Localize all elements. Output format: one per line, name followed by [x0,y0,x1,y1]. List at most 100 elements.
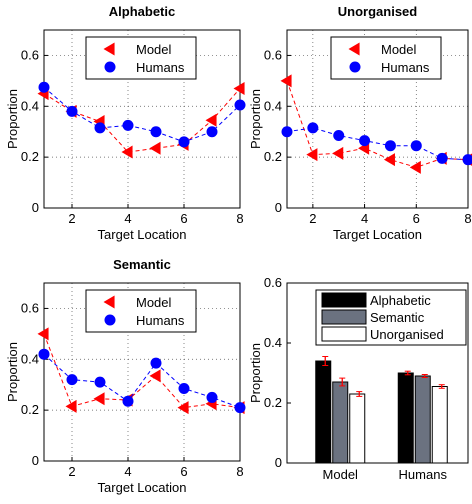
data-point [178,383,190,395]
legend-label: Humans [136,60,185,75]
data-point [462,154,472,166]
y-tick-label: 0 [32,453,39,468]
data-point [332,146,344,160]
data-point [150,126,162,138]
y-axis-label: Proportion [5,342,20,402]
x-axis-label: Target Location [333,227,422,242]
y-tick-label: 0.6 [21,300,39,315]
data-point [206,126,218,138]
line-chart-1: 2 4 6 8 0 0.2 0.4 0.6 Unorganised Target Location… [248,4,472,242]
data-point [349,61,361,73]
legend-label: Humans [381,60,430,75]
y-tick-label: 0 [275,455,282,470]
data-point [409,160,421,174]
data-point [177,401,189,415]
x-tick-label: 2 [68,211,75,226]
data-point [65,399,77,413]
data-point [280,74,292,88]
data-point [122,395,134,407]
x-tick-label: 4 [124,464,131,479]
legend-label: Humans [136,313,185,328]
legend-box [85,36,197,80]
y-tick-label: 0.6 [21,47,39,62]
legend-swatch [321,326,367,342]
data-point [104,61,116,73]
bar [414,375,431,464]
data-point [122,119,134,131]
x-axis-label: Target Location [98,480,187,495]
y-tick-label: 0.6 [264,275,282,290]
legend-label: Model [136,295,172,310]
bar-chart: 0 0.2 0.4 0.6 Proportion Model Humans Alphabeti… [248,275,469,482]
x-tick-label: 2 [309,211,316,226]
data-point [121,145,133,159]
data-point [233,81,245,95]
data-point [149,369,161,383]
data-point [94,376,106,388]
y-tick-label: 0.6 [264,47,282,62]
legend: Model Humans [85,289,197,333]
x-tick-label: 6 [413,211,420,226]
data-point [206,391,218,403]
data-point [38,348,50,360]
x-tick-label: 6 [180,464,187,479]
x-tick-label: 2 [68,464,75,479]
plot-frame [43,29,241,209]
data-point [103,42,115,56]
data-point [103,295,115,309]
y-tick-label: 0.4 [264,98,282,113]
data-point [93,392,105,406]
data-point [66,374,78,386]
chart-title: Alphabetic [109,4,175,19]
x-tick-label: 6 [180,211,187,226]
legend-label: Alphabetic [370,293,431,308]
data-point [178,136,190,148]
data-point [94,122,106,134]
line-chart-0: 2 4 6 8 0 0.2 0.4 0.6 Alphabetic Target Location P… [5,4,246,242]
data-point [104,314,116,326]
x-tick-label: Model [323,467,359,482]
y-axis-label: Proportion [248,343,263,403]
y-tick-label: 0.4 [21,351,39,366]
legend-swatch [321,309,367,325]
data-point [149,141,161,155]
bar [315,360,332,464]
y-tick-label: 0.2 [21,149,39,164]
x-tick-label: 8 [236,464,243,479]
data-point [436,152,448,164]
bar [349,393,366,464]
data-point [410,140,422,152]
plot-frame [286,282,469,464]
bar [332,381,349,464]
chart-title: Semantic [113,257,171,272]
legend: Model Humans [85,36,197,80]
y-tick-label: 0.4 [21,98,39,113]
bar [397,372,414,464]
y-axis-label: Proportion [248,89,263,149]
data-point [38,81,50,93]
legend-swatch [321,292,367,308]
data-point [307,122,319,134]
x-tick-label: 8 [236,211,243,226]
legend-label: Unorganised [370,327,444,342]
data-point [306,148,318,162]
x-tick-label: 4 [124,211,131,226]
y-tick-label: 0 [275,200,282,215]
data-point [359,135,371,147]
x-tick-label: Humans [399,467,448,482]
legend-label: Semantic [370,310,425,325]
legend-box [330,36,442,80]
y-axis-label: Proportion [5,89,20,149]
legend: Alphabetic Semantic Unorganised [315,289,467,346]
data-point [333,130,345,142]
line-chart-2: 2 4 6 8 0 0.2 0.4 0.6 Semantic Target Location Pro… [5,257,246,495]
legend-box [85,289,197,333]
y-tick-label: 0.2 [21,402,39,417]
y-tick-label: 0 [32,200,39,215]
data-point [66,105,78,117]
plot-frame [286,29,469,209]
data-point [384,140,396,152]
data-point [205,113,217,127]
y-tick-label: 0.4 [264,335,282,350]
